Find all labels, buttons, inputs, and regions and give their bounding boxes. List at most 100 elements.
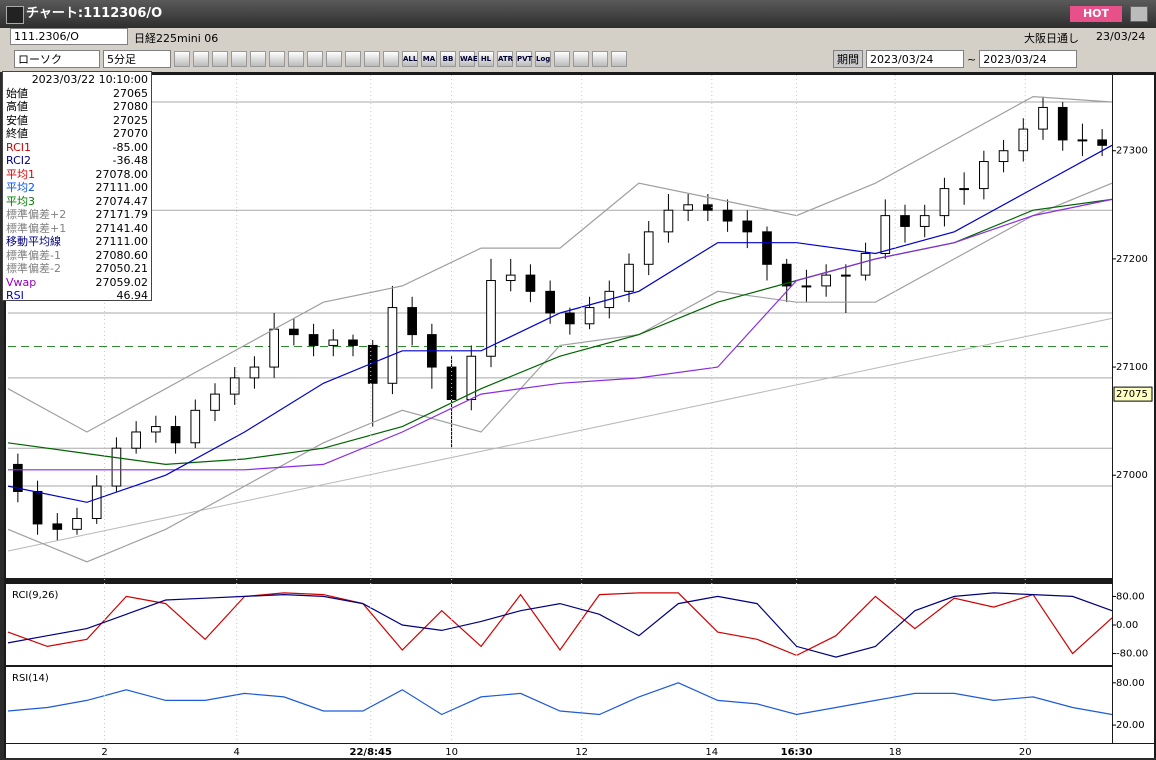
- candle-body: [1018, 128, 1029, 152]
- info-value: 27059.02: [95, 275, 149, 289]
- y-tick-label: 27100: [1116, 362, 1148, 373]
- candle-body: [505, 274, 516, 282]
- info-row: 平均3 27074.47: [6, 195, 148, 209]
- tool-icon[interactable]: [592, 51, 608, 67]
- candle-body: [624, 263, 634, 292]
- candle-body: [190, 409, 201, 444]
- trend-line: [7, 317, 1113, 552]
- info-value: 27111.00: [95, 181, 149, 194]
- y-tick-label: 80.00: [1116, 591, 1145, 602]
- tool-button[interactable]: PVT: [516, 51, 532, 67]
- candle-body: [821, 274, 831, 287]
- app-icon: [6, 6, 24, 24]
- from-date[interactable]: 2023/03/24: [866, 50, 964, 68]
- info-row: 始値 27065: [6, 87, 148, 101]
- info-row: 安値 27025: [6, 114, 148, 128]
- to-date[interactable]: 2023/03/24: [979, 50, 1078, 68]
- x-tick-label: 14: [705, 747, 718, 758]
- info-label: 移動平均線: [6, 235, 61, 248]
- info-value: -36.48: [112, 154, 148, 167]
- tool-icon[interactable]: [269, 51, 285, 67]
- tool-icon[interactable]: [174, 51, 190, 67]
- candle-body: [72, 518, 82, 530]
- info-value: 27111.00: [95, 235, 149, 248]
- tool-button[interactable]: BB: [440, 51, 456, 67]
- tool-icon[interactable]: [326, 51, 342, 67]
- candle-body: [525, 274, 536, 292]
- y-tick-label: 27200: [1116, 254, 1148, 265]
- info-datetime: 2023/03/22 10:10:00: [31, 73, 148, 86]
- info-panel: 2023/03/22 10:10:00 始値 27065 高値 27080 安値 2702…: [2, 71, 152, 302]
- info-row: 標準偏差-1 27080.60: [6, 249, 148, 263]
- info-row: 標準偏差+2 27171.79: [6, 208, 148, 222]
- tool-icon[interactable]: [554, 51, 570, 67]
- tool-icon[interactable]: [611, 51, 627, 67]
- price-axis: [1113, 75, 1154, 743]
- tool-icon[interactable]: [364, 51, 380, 67]
- chart-type-select[interactable]: ローソク: [14, 50, 100, 68]
- candle-body: [52, 523, 63, 530]
- info-label: 平均1: [6, 167, 35, 181]
- info-value: 27050.21: [95, 262, 149, 275]
- info-label: RCI2: [6, 154, 32, 167]
- series-line: [7, 95, 1113, 433]
- series-line: [7, 592, 1113, 657]
- tool-button[interactable]: ATR: [497, 51, 513, 67]
- info-label: 標準偏差+2: [6, 208, 67, 221]
- close-button[interactable]: [1130, 6, 1148, 22]
- info-label: 標準偏差-1: [6, 248, 61, 262]
- tool-button[interactable]: ALL: [402, 51, 418, 67]
- tool-icon[interactable]: [250, 51, 266, 67]
- tool-icon[interactable]: [345, 51, 361, 67]
- tool-button[interactable]: HL: [478, 51, 494, 67]
- hot-button[interactable]: HOT: [1070, 6, 1122, 22]
- candle-body: [781, 263, 792, 287]
- symbol-input[interactable]: 111.2306/O: [10, 28, 128, 45]
- info-value: 27074.47: [95, 194, 149, 208]
- candle-body: [328, 339, 339, 346]
- window-title: チャート:1112306/O: [26, 6, 163, 21]
- tool-icon[interactable]: [193, 51, 209, 67]
- info-value: 27078.00: [95, 167, 149, 181]
- tool-icon[interactable]: [212, 51, 228, 67]
- info-label: 平均2: [6, 181, 35, 194]
- info-row: RCI1 -85.00: [6, 141, 148, 155]
- last-price-label: 27075: [1116, 389, 1148, 400]
- info-value: 27065: [113, 86, 148, 100]
- x-tick-label: 10: [445, 747, 458, 758]
- x-tick-label: 20: [1019, 747, 1032, 758]
- tool-icon[interactable]: [383, 51, 399, 67]
- candle-body: [170, 426, 181, 444]
- tool-button[interactable]: MA: [421, 51, 437, 67]
- panel-title: RCI(9,26): [12, 590, 59, 601]
- y-tick-label: 27000: [1116, 470, 1148, 481]
- series-line: [7, 144, 1113, 503]
- candle-body: [111, 447, 122, 487]
- tool-icon[interactable]: [288, 51, 304, 67]
- series-line: [7, 592, 1113, 658]
- tool-icon[interactable]: [231, 51, 247, 67]
- candle-body: [722, 209, 733, 222]
- period-button[interactable]: 期間: [833, 50, 863, 68]
- tool-button[interactable]: Log: [535, 51, 551, 67]
- tool-icon[interactable]: [307, 51, 323, 67]
- separator: ~: [967, 52, 977, 66]
- info-value: 27171.79: [95, 208, 149, 221]
- info-value: -85.00: [112, 140, 148, 154]
- candle-body: [900, 215, 910, 227]
- candle-body: [979, 161, 989, 190]
- info-label: 標準偏差-2: [6, 262, 61, 275]
- info-value: 27080: [113, 100, 148, 113]
- candle-body: [229, 377, 240, 395]
- candle-body: [663, 209, 674, 233]
- candle-body: [13, 463, 23, 492]
- tool-button[interactable]: WAE: [459, 51, 478, 67]
- tool-icon[interactable]: [573, 51, 589, 67]
- info-row: 終値 27070: [6, 127, 148, 141]
- symbol-bar: 111.2306/O 日経225mini 06 大阪日通し 23/03/24: [0, 28, 1156, 46]
- rsi-panel: [6, 667, 1112, 743]
- info-row: 平均1 27078.00: [6, 168, 148, 182]
- interval-select[interactable]: 5分足: [103, 50, 171, 68]
